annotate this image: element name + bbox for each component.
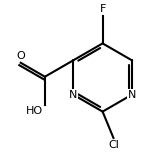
Text: HO: HO (26, 106, 43, 116)
Text: N: N (69, 90, 77, 100)
Text: Cl: Cl (108, 140, 119, 150)
Text: N: N (128, 90, 136, 100)
Text: O: O (16, 51, 25, 61)
Text: F: F (99, 4, 106, 14)
